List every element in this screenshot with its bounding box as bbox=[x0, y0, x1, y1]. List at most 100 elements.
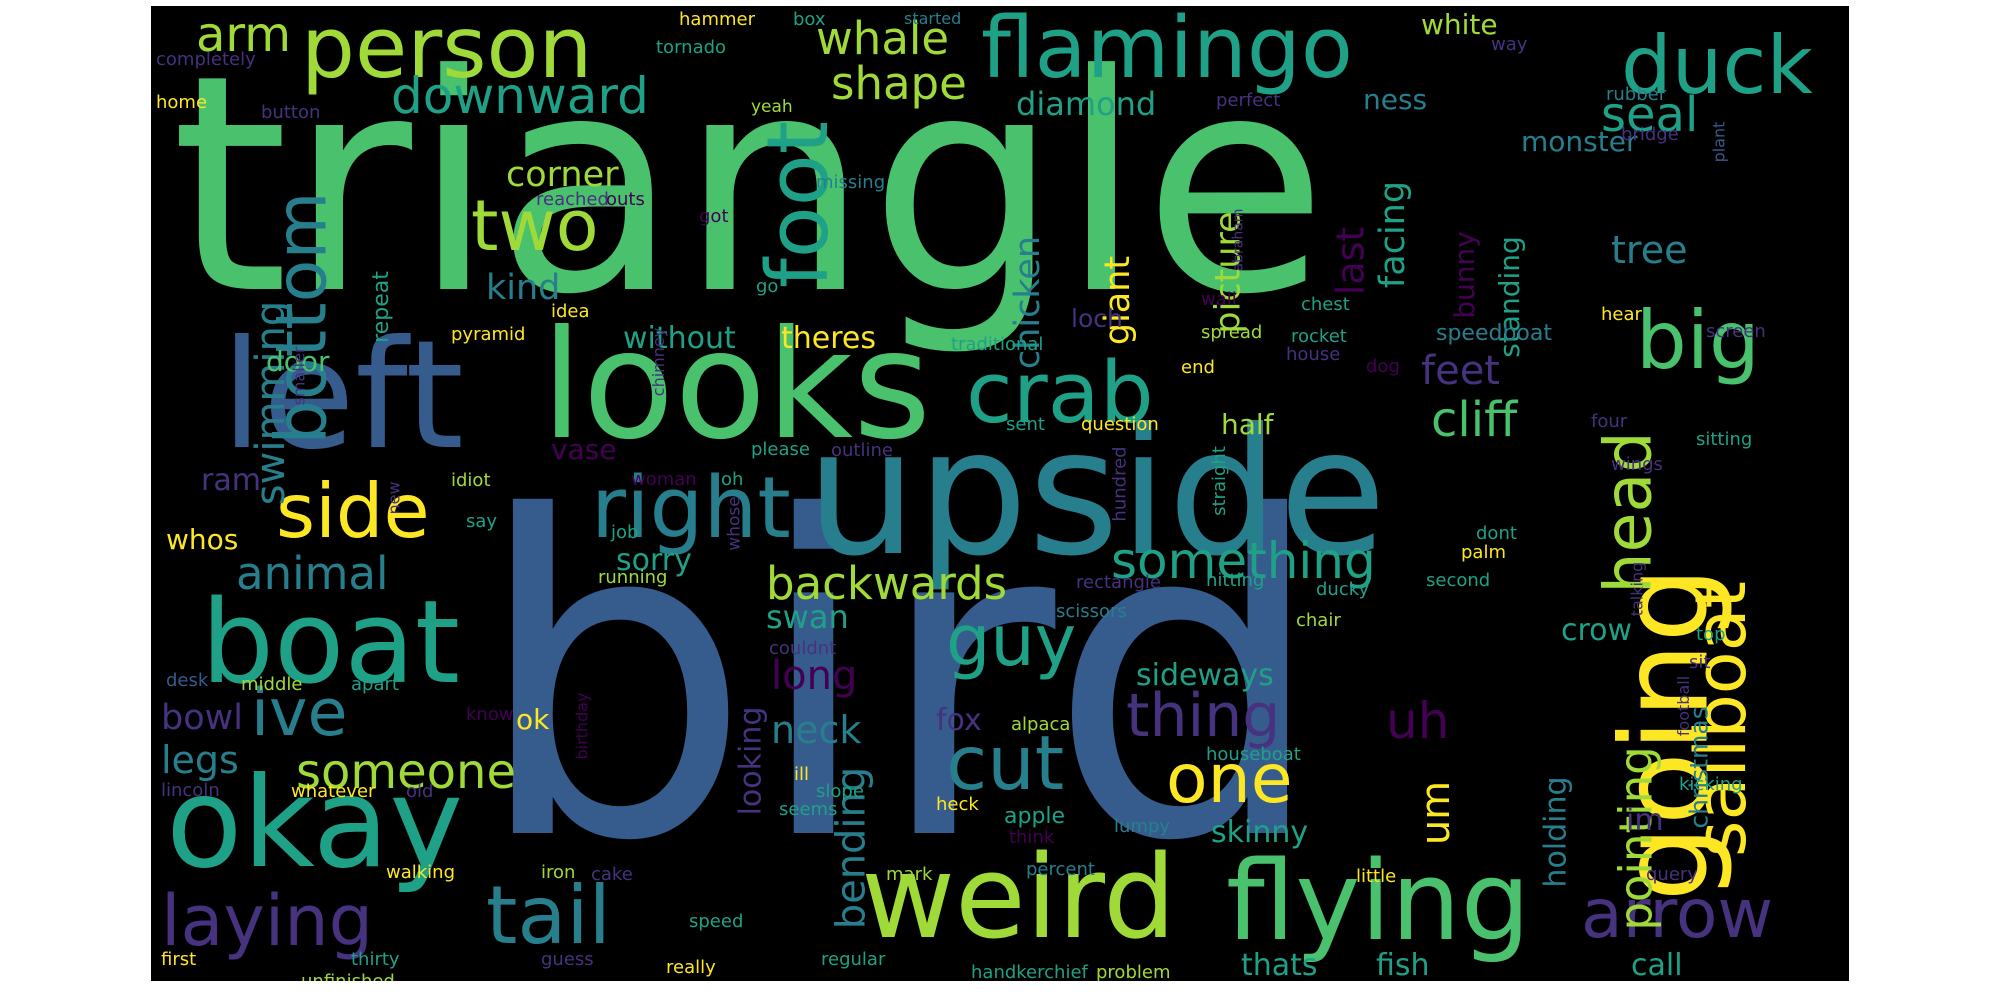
word-swan: swan bbox=[766, 598, 849, 636]
word-thing: thing bbox=[1126, 681, 1281, 751]
word-cut: cut bbox=[946, 719, 1065, 807]
word-repeat: repeat bbox=[368, 271, 394, 343]
word-bridge: bridge bbox=[1621, 124, 1679, 145]
word-scissors: scissors bbox=[1056, 601, 1127, 622]
word-hear: hear bbox=[1601, 304, 1642, 325]
word-houseboat: houseboat bbox=[1206, 744, 1301, 765]
word-bowl: bowl bbox=[161, 698, 243, 738]
word-plant: plant bbox=[1708, 121, 1728, 162]
word-lincoln: lincoln bbox=[161, 780, 220, 801]
word-cloud: triangle bird upside looks left weird going oka… bbox=[151, 6, 1849, 981]
word-fox: fox bbox=[936, 703, 982, 738]
word-lumpy: lumpy bbox=[1114, 816, 1171, 837]
word-think: think bbox=[1009, 827, 1055, 848]
word-guess: guess bbox=[541, 949, 594, 970]
word-ive: ive bbox=[251, 676, 348, 751]
word-alpaca: alpaca bbox=[1011, 714, 1071, 735]
word-sent: sent bbox=[1006, 414, 1045, 435]
word-slope: slope bbox=[816, 781, 864, 802]
word-right: right bbox=[591, 459, 791, 558]
word-facing: facing bbox=[1373, 180, 1414, 289]
word-last: last bbox=[1327, 226, 1372, 295]
word-smaller: smaller bbox=[289, 345, 309, 406]
word-tree: tree bbox=[1611, 228, 1688, 272]
word-tail: tail bbox=[486, 869, 611, 962]
word-holding: holding bbox=[1538, 775, 1574, 888]
word-question: question bbox=[1081, 414, 1159, 435]
word-animal: animal bbox=[236, 547, 389, 600]
word-speedboat: speedboat bbox=[1436, 321, 1552, 346]
word-whos: whos bbox=[166, 523, 239, 556]
word-got: got bbox=[699, 206, 729, 227]
word-whose: whose bbox=[724, 495, 745, 551]
word-speed: speed bbox=[689, 911, 744, 932]
word-diamond: diamond bbox=[1016, 85, 1157, 123]
word-foot: foot bbox=[749, 120, 849, 289]
word-rocket: rocket bbox=[1291, 326, 1347, 347]
word-kicking: kicking bbox=[1679, 774, 1743, 795]
word-legs: legs bbox=[161, 738, 239, 782]
word-arm: arm bbox=[196, 7, 292, 63]
word-box: box bbox=[793, 9, 826, 30]
word-palm: palm bbox=[1461, 542, 1506, 563]
word-looks: looks bbox=[541, 299, 932, 473]
word-dont: dont bbox=[1476, 523, 1517, 544]
word-ram: ram bbox=[201, 463, 261, 498]
word-feet: feet bbox=[1421, 348, 1500, 394]
word-outs: outs bbox=[606, 189, 645, 210]
word-idea: idea bbox=[551, 301, 590, 322]
word-weird: weird bbox=[861, 831, 1177, 965]
word-apple: apple bbox=[1004, 804, 1066, 829]
word-boat: boat bbox=[201, 576, 460, 710]
word-ducky: ducky bbox=[1316, 579, 1370, 600]
word-person: person bbox=[301, 6, 593, 98]
word-shape: shape bbox=[831, 57, 967, 110]
word-left: left bbox=[221, 309, 464, 483]
word-call: call bbox=[1631, 948, 1683, 981]
word-crow: crow bbox=[1561, 613, 1633, 648]
word-neck: neck bbox=[771, 708, 862, 752]
word-cliff: cliff bbox=[1431, 392, 1518, 448]
word-missing: missing bbox=[816, 172, 886, 193]
word-go: go bbox=[756, 276, 779, 297]
word-really: really bbox=[666, 957, 716, 978]
word-seems: seems bbox=[779, 799, 838, 820]
word-heck: heck bbox=[936, 794, 979, 815]
word-regular: regular bbox=[821, 949, 886, 970]
word-whatever: whatever bbox=[291, 781, 376, 802]
word-pyramid: pyramid bbox=[451, 324, 526, 345]
word-problem: problem bbox=[1096, 962, 1171, 982]
word-spread: spread bbox=[1201, 322, 1263, 343]
word-side: side bbox=[276, 467, 430, 555]
word-ill: ill bbox=[794, 764, 810, 785]
word-job: job bbox=[611, 522, 639, 543]
word-vase: vase bbox=[551, 433, 617, 466]
word-sitting: sitting bbox=[1696, 429, 1753, 450]
word-im: im bbox=[1626, 803, 1664, 838]
word-way: way bbox=[1491, 34, 1528, 55]
word-uh: uh bbox=[1386, 692, 1450, 750]
word-percent: percent bbox=[1026, 859, 1095, 880]
word-football: football bbox=[1674, 675, 1694, 737]
word-ness: ness bbox=[1363, 83, 1428, 116]
word-abraham: abraham bbox=[1229, 208, 1246, 271]
word-arrow: arrow bbox=[1581, 875, 1774, 954]
word-new: new bbox=[384, 480, 404, 515]
word-bunny: bunny bbox=[1447, 231, 1481, 319]
word-oh: oh bbox=[721, 469, 744, 490]
word-thats: thats bbox=[1241, 948, 1318, 981]
word-downward: downward bbox=[391, 67, 649, 125]
word-skinny: skinny bbox=[1211, 815, 1309, 850]
word-loch: loch bbox=[1071, 304, 1123, 333]
word-apart: apart bbox=[351, 674, 399, 695]
word-theres: theres bbox=[781, 321, 876, 356]
word-second: second bbox=[1426, 570, 1491, 591]
word-chest: chest bbox=[1301, 294, 1350, 315]
word-crab: crab bbox=[966, 344, 1154, 443]
word-birthday: birthday bbox=[572, 691, 592, 760]
word-query: query bbox=[1646, 864, 1698, 885]
word-woman: woman bbox=[631, 469, 697, 490]
word-button: button bbox=[261, 102, 321, 123]
word-unfinished: unfinished bbox=[301, 973, 395, 982]
word-end: end bbox=[1181, 357, 1215, 378]
